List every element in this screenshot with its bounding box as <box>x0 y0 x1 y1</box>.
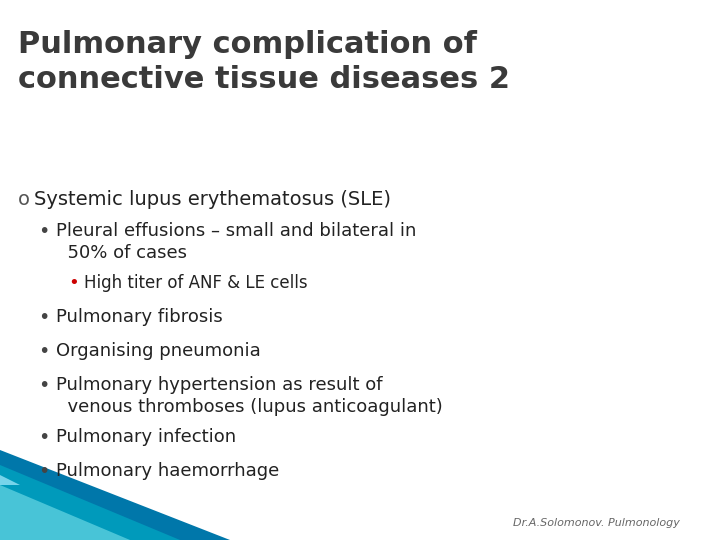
Text: High titer of ANF & LE cells: High titer of ANF & LE cells <box>84 274 307 292</box>
Text: •: • <box>68 274 78 292</box>
Text: •: • <box>38 428 50 447</box>
Text: Pulmonary haemorrhage: Pulmonary haemorrhage <box>56 462 279 480</box>
Text: Pulmonary fibrosis: Pulmonary fibrosis <box>56 308 222 326</box>
Text: •: • <box>38 342 50 361</box>
Text: o: o <box>18 190 30 209</box>
Text: •: • <box>38 376 50 395</box>
Polygon shape <box>0 465 180 540</box>
Text: Pulmonary complication of
connective tissue diseases 2: Pulmonary complication of connective tis… <box>18 30 510 94</box>
Text: •: • <box>38 222 50 241</box>
Polygon shape <box>0 475 20 485</box>
Text: •: • <box>38 462 50 481</box>
Text: •: • <box>38 308 50 327</box>
Text: Pulmonary infection: Pulmonary infection <box>56 428 236 446</box>
Polygon shape <box>0 485 130 540</box>
Polygon shape <box>0 450 230 540</box>
Text: Organising pneumonia: Organising pneumonia <box>56 342 261 360</box>
Text: Pleural effusions – small and bilateral in
  50% of cases: Pleural effusions – small and bilateral … <box>56 222 416 262</box>
Text: Pulmonary hypertension as result of
  venous thromboses (lupus anticoagulant): Pulmonary hypertension as result of veno… <box>56 376 443 416</box>
Text: Systemic lupus erythematosus (SLE): Systemic lupus erythematosus (SLE) <box>34 190 391 209</box>
Text: Dr.A.Solomonov. Pulmonology: Dr.A.Solomonov. Pulmonology <box>513 518 680 528</box>
